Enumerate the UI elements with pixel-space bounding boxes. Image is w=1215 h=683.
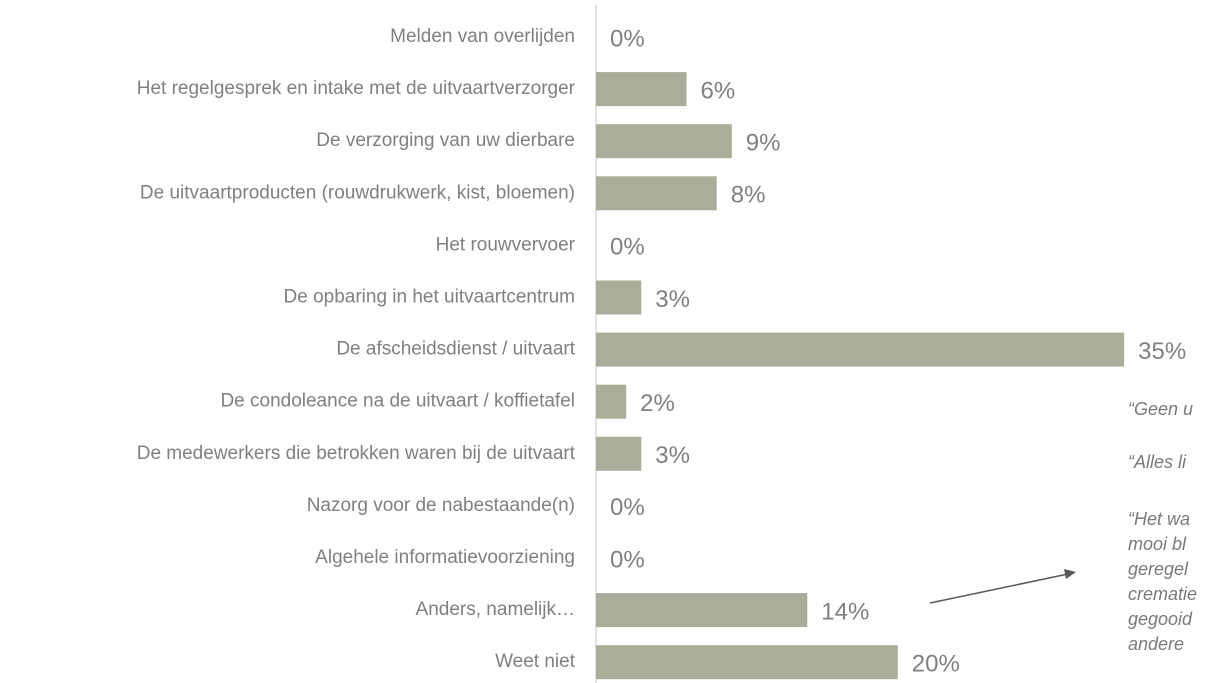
- category-label: Melden van overlijden: [390, 26, 575, 47]
- annotation: mooi bl: [1128, 534, 1187, 554]
- value-label: 3%: [655, 442, 690, 469]
- value-label: 0%: [610, 25, 645, 52]
- category-label: De afscheidsdienst / uitvaart: [336, 339, 575, 360]
- category-label: Weet niet: [495, 651, 576, 672]
- value-label: 6%: [701, 77, 736, 104]
- bar: [596, 593, 808, 628]
- category-label: Algehele informatievoorziening: [315, 547, 575, 568]
- category-label: De condoleance na de uitvaart / koffieta…: [220, 391, 575, 412]
- annotations: “Geen u “Alles li “Het wa mooi bl geregel cre…: [1128, 399, 1197, 654]
- value-label: 0%: [610, 546, 645, 573]
- bar: [596, 72, 687, 107]
- annotation: andere: [1128, 634, 1184, 654]
- annotation: “Geen u: [1128, 399, 1193, 419]
- annotation: crematie: [1128, 584, 1197, 604]
- value-label: 9%: [746, 130, 781, 157]
- category-label: De verzorging van uw dierbare: [316, 130, 575, 151]
- bar: [596, 176, 717, 211]
- category-label: Anders, namelijk…: [416, 599, 575, 620]
- category-label: De opbaring in het uitvaartcentrum: [284, 287, 576, 308]
- value-label: 3%: [655, 286, 690, 313]
- value-label: 2%: [640, 390, 675, 417]
- bar: [596, 436, 642, 471]
- bar: [596, 645, 898, 680]
- category-label: Het rouwvervoer: [436, 234, 576, 255]
- value-label: 14%: [821, 598, 869, 625]
- category-label: De uitvaartproducten (rouwdrukwerk, kist…: [140, 182, 575, 203]
- bar: [596, 384, 627, 419]
- annotation: gegooid: [1128, 609, 1193, 629]
- arrow-head: [1064, 569, 1076, 579]
- arrow: [929, 573, 1069, 604]
- bar: [596, 280, 642, 315]
- annotation: geregel: [1128, 559, 1189, 579]
- annotation: “Het wa: [1128, 509, 1190, 529]
- bar: [596, 124, 732, 159]
- value-label: 0%: [610, 234, 645, 261]
- bar: [596, 332, 1125, 367]
- category-label: Het regelgesprek en intake met de uitvaa…: [137, 78, 576, 99]
- value-label: 8%: [731, 182, 766, 209]
- value-label: 0%: [610, 494, 645, 521]
- category-label: Nazorg voor de nabestaande(n): [307, 495, 575, 516]
- value-label: 35%: [1138, 338, 1186, 365]
- annotation: “Alles li: [1128, 452, 1187, 472]
- category-label: De medewerkers die betrokken waren bij d…: [137, 443, 576, 464]
- value-label: 20%: [912, 651, 960, 678]
